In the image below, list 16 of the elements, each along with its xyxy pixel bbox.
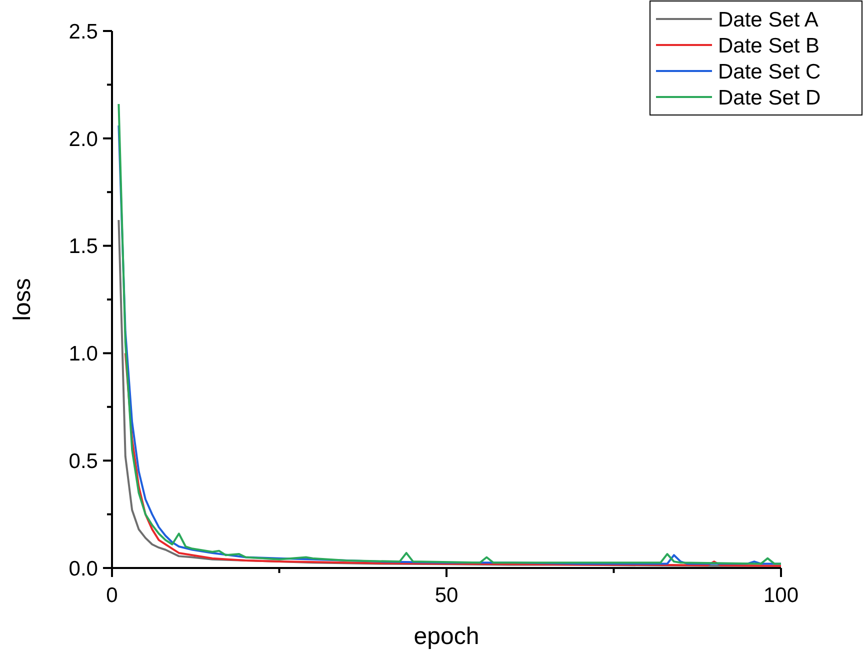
y-axis-title: loss [9,278,36,321]
y-tick-label: 2.5 [68,20,98,44]
y-tick-label: 1.0 [68,342,98,366]
legend-label: Date Set B [718,34,820,58]
x-tick-label: 100 [763,584,799,607]
y-tick-label: 2.0 [68,128,98,151]
y-tick-label: 1.5 [68,235,98,258]
y-tick-label: 0.5 [68,450,98,473]
x-tick-label: 0 [106,584,118,607]
line-series [124,352,782,567]
x-tick-label: 50 [434,584,458,607]
y-tick-label: 0.0 [68,557,98,580]
x-axis-title: epoch [414,623,480,650]
legend-label: Date Set A [718,8,818,32]
legend-label: Date Set C [718,60,821,84]
legend-label: Date Set D [718,86,821,110]
